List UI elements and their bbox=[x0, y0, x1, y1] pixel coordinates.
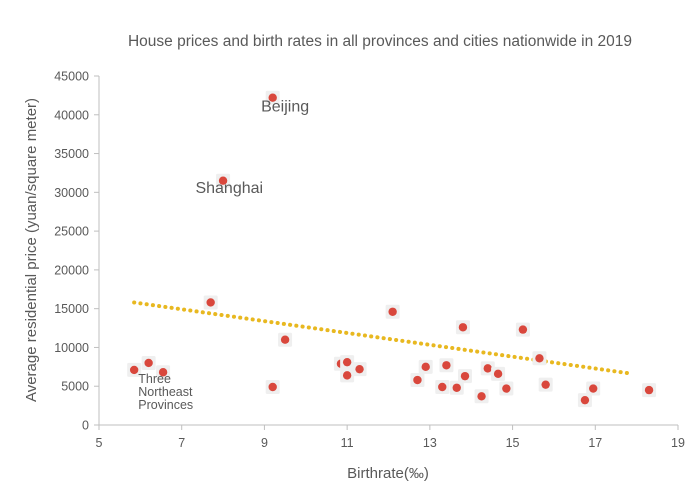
annotation-northeast: Three Northeast Provinces bbox=[138, 372, 193, 412]
y-tick-label: 15000 bbox=[54, 302, 89, 316]
y-tick-label: 30000 bbox=[54, 186, 89, 200]
data-points bbox=[127, 90, 657, 408]
x-tick-label: 5 bbox=[96, 436, 103, 450]
data-point bbox=[355, 364, 364, 374]
y-tick-label: 10000 bbox=[54, 341, 89, 355]
chart-title: House prices and birth rates in all prov… bbox=[128, 33, 632, 50]
data-point bbox=[580, 395, 590, 405]
trendline bbox=[132, 300, 635, 376]
x-tick-label: 7 bbox=[178, 436, 185, 450]
x-tick-label: 9 bbox=[261, 436, 268, 450]
data-point bbox=[502, 384, 511, 393]
data-point bbox=[458, 323, 468, 332]
x-tick-label: 17 bbox=[588, 436, 602, 450]
data-point bbox=[144, 358, 153, 368]
data-point bbox=[280, 335, 290, 344]
y-tick-label: 20000 bbox=[54, 263, 89, 277]
data-point bbox=[268, 382, 277, 392]
data-point bbox=[477, 392, 486, 401]
data-point bbox=[421, 362, 430, 372]
y-tick-label: 25000 bbox=[54, 225, 89, 239]
data-point bbox=[644, 385, 654, 395]
trendline-group bbox=[132, 300, 635, 376]
data-point bbox=[535, 354, 544, 363]
x-axis-ticks: 5 7 9 11 13 15 17 19 bbox=[96, 425, 685, 450]
y-tick-label: 40000 bbox=[54, 108, 89, 122]
data-point bbox=[388, 307, 397, 316]
data-point bbox=[342, 357, 352, 367]
data-point bbox=[483, 364, 492, 373]
annotations: Beijing Shanghai Three Northeast Provinces bbox=[138, 99, 309, 412]
y-tick-label: 35000 bbox=[54, 147, 89, 161]
annotation-line: Northeast bbox=[138, 385, 193, 399]
x-tick-label: 15 bbox=[506, 436, 520, 450]
data-point bbox=[158, 368, 168, 377]
data-point bbox=[541, 380, 550, 389]
data-point bbox=[342, 371, 352, 380]
data-point bbox=[438, 382, 447, 392]
annotation-line: Three bbox=[138, 372, 171, 386]
x-tick-label: 11 bbox=[341, 436, 354, 450]
data-point bbox=[268, 93, 277, 102]
data-point bbox=[518, 325, 528, 334]
y-tick-label: 45000 bbox=[54, 70, 89, 84]
y-axis-label: Average residential price (yuan/square m… bbox=[23, 98, 40, 402]
data-point bbox=[493, 369, 503, 379]
x-axis-label: Birthrate(‰) bbox=[347, 465, 429, 482]
data-point bbox=[218, 176, 228, 185]
data-point bbox=[206, 298, 215, 307]
y-axis-ticks: 0 5000 10000 15000 20000 25000 30000 35000 40000… bbox=[54, 70, 99, 433]
x-tick-label: 19 bbox=[671, 436, 685, 450]
annotation-label: Shanghai bbox=[195, 180, 263, 197]
data-point bbox=[413, 375, 422, 385]
annotation-line: Provinces bbox=[138, 398, 193, 412]
data-point bbox=[460, 371, 470, 381]
data-point bbox=[129, 365, 139, 375]
data-point bbox=[442, 361, 451, 370]
data-point bbox=[589, 384, 598, 393]
y-tick-label: 5000 bbox=[61, 380, 89, 394]
y-tick-label: 0 bbox=[82, 419, 89, 433]
data-point bbox=[452, 383, 461, 392]
x-tick-label: 13 bbox=[423, 436, 437, 450]
annotation-label: Beijing bbox=[261, 99, 309, 116]
